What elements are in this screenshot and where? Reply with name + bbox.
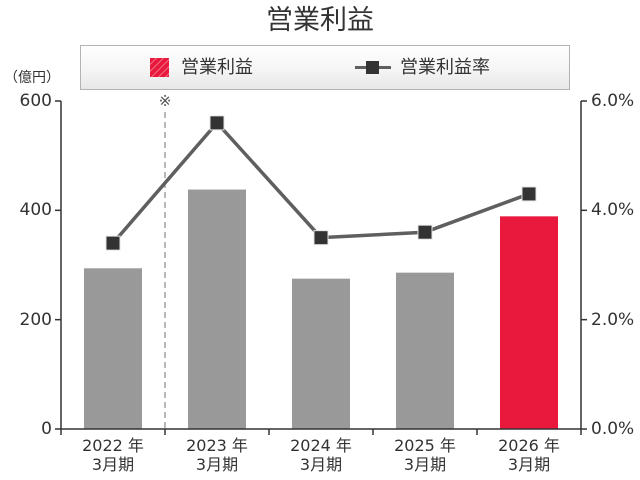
operating-margin-marker — [209, 115, 225, 131]
operating-profit-bar — [292, 278, 350, 429]
legend-label-operating-profit: 営業利益 — [181, 57, 253, 78]
operating-profit-bar — [188, 189, 246, 429]
left-axis-unit-label: （億円） — [4, 70, 60, 86]
operating-margin-marker — [105, 235, 121, 251]
operating-margin-marker — [313, 230, 329, 246]
operating-profit-bar — [84, 268, 142, 429]
operating-profit-bar — [500, 216, 558, 429]
chart-title: 営業利益 — [266, 5, 374, 36]
operating-margin-marker — [417, 224, 433, 240]
operating-profit-bar — [396, 272, 454, 429]
legend-label-operating-margin: 営業利益率 — [400, 57, 490, 78]
chart-legend: 営業利益 営業利益率 — [80, 45, 570, 90]
legend-bar-swatch — [150, 58, 169, 77]
operating-margin-marker — [521, 186, 537, 202]
legend-marker-swatch — [366, 61, 379, 74]
operating-margin-line — [111, 121, 530, 245]
